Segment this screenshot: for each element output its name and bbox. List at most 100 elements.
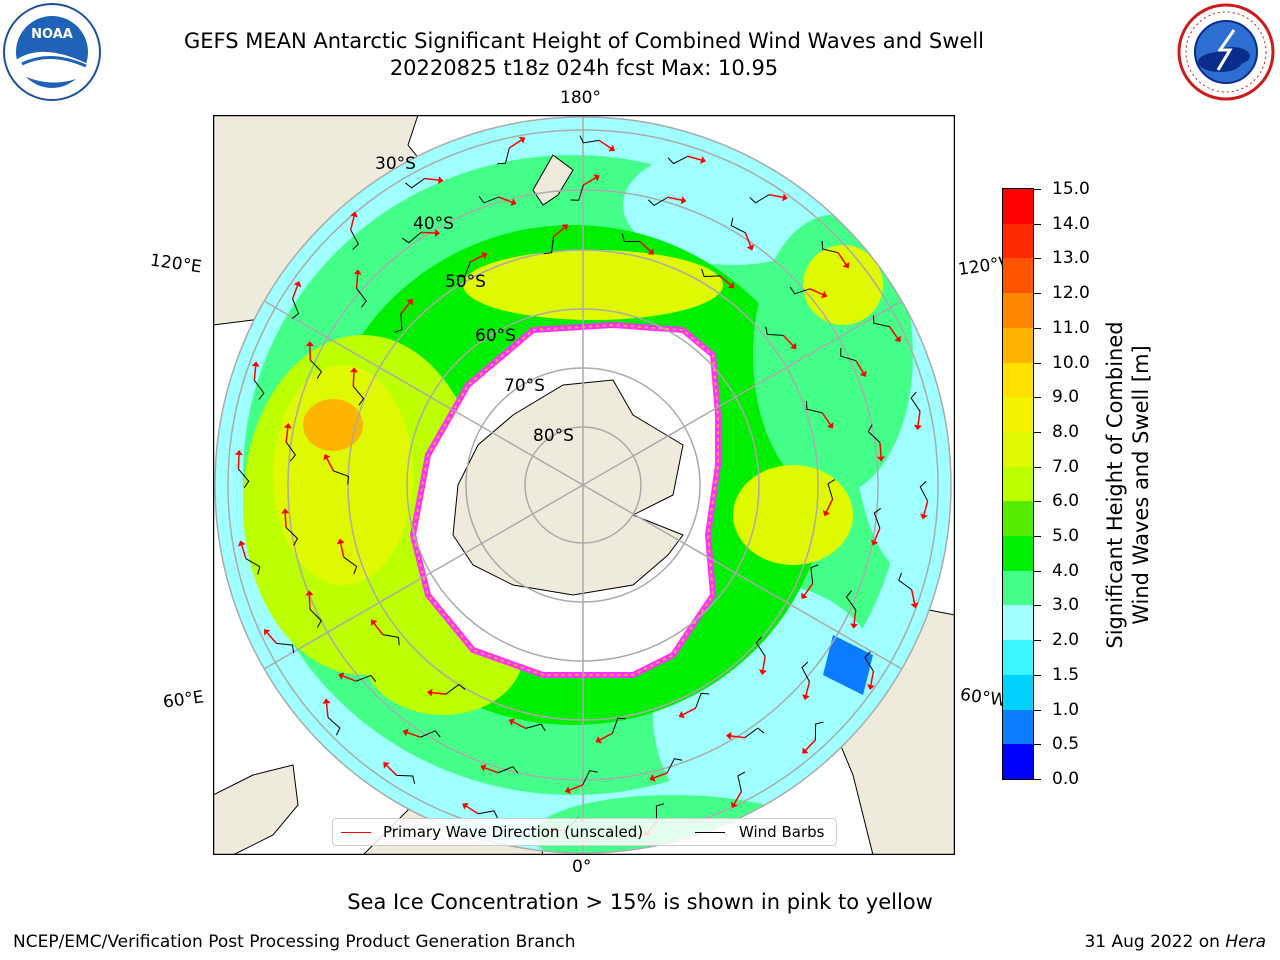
wave-direction-arrowhead <box>518 136 526 144</box>
wave-direction-arrow <box>373 623 384 636</box>
colorbar-segment <box>1003 674 1033 710</box>
wind-barb <box>667 155 688 165</box>
wind-barb <box>806 401 823 414</box>
wind-barb <box>420 730 441 738</box>
wave-direction-arrow <box>803 583 814 596</box>
wind-barb <box>749 194 770 204</box>
wind-barb <box>543 236 555 255</box>
wave-direction-arrowhead <box>728 281 735 289</box>
wave-direction-arrow <box>719 275 732 286</box>
colorbar-segment <box>1003 605 1033 641</box>
wave-direction-arrowhead <box>870 539 879 546</box>
colorbar-tick-mark <box>1034 536 1041 538</box>
wave-direction-arrowhead <box>746 244 755 251</box>
wave-direction-arrowhead <box>678 710 685 719</box>
wave-direction-arrowhead <box>920 513 928 520</box>
colorbar <box>1002 188 1034 780</box>
wind-barb <box>333 470 349 485</box>
wind-barb <box>285 526 299 546</box>
lat-label-80: 80°S <box>533 426 574 446</box>
wave-direction-arrow <box>809 288 824 296</box>
wind-barb <box>401 232 422 244</box>
wave-direction-arrowhead <box>790 342 797 350</box>
wave-direction-arrowhead <box>561 224 569 231</box>
wave-direction-arrow <box>355 274 359 289</box>
nws-logo <box>1177 3 1275 101</box>
colorbar-segment <box>1003 709 1033 745</box>
wave-direction-arrowhead <box>649 774 656 782</box>
colorbar-tick-mark <box>1034 223 1041 225</box>
wave-direction-arrow <box>805 739 816 751</box>
colorbar-tick-label: 3.0 <box>1052 595 1080 616</box>
wave-direction-arrow <box>682 707 696 716</box>
colorbar-tick-mark <box>1034 397 1041 399</box>
wind-barb <box>666 758 683 774</box>
wind-barb <box>919 481 929 502</box>
wave-direction-arrow <box>733 791 743 805</box>
wind-barb <box>910 391 921 412</box>
lon-label-0: 0° <box>572 857 592 877</box>
lon-label-60e: 60°E <box>161 687 206 713</box>
wind-barb <box>701 268 721 277</box>
footer-machine: Hera <box>1225 932 1266 952</box>
wave-direction-arrowhead <box>700 156 707 164</box>
wave-direction-legend-line <box>341 832 371 833</box>
colorbar-tick-label: 9.0 <box>1052 387 1080 408</box>
wave-direction-arrow <box>484 767 499 774</box>
colorbar-segment <box>1003 397 1033 432</box>
wave-direction-arrow <box>639 241 651 252</box>
wave-direction-arrow <box>599 732 613 741</box>
wave-direction-arrowhead <box>336 538 345 545</box>
wave-direction-arrowhead <box>371 619 378 626</box>
wave-direction-arrow <box>400 302 411 315</box>
colorbar-tick-label: 8.0 <box>1052 421 1080 442</box>
wind-barb <box>827 479 836 500</box>
wave-direction-arrowhead <box>894 335 901 343</box>
colorbar-segment <box>1003 362 1033 398</box>
wave-direction-arrow <box>326 458 335 472</box>
colorbar-tick-label: 14.0 <box>1052 213 1090 234</box>
wind-barb <box>356 287 367 308</box>
wind-barb <box>789 286 811 295</box>
wind-barb <box>478 810 498 819</box>
colorbar-tick-label: 11.0 <box>1052 317 1090 338</box>
colorbar-tick-mark <box>1034 779 1041 780</box>
wind-barb <box>285 441 296 462</box>
wave-direction-arrow <box>424 177 439 181</box>
colorbar-segment <box>1003 536 1033 571</box>
wave-direction-arrowhead <box>510 198 517 206</box>
colorbar-segment <box>1003 570 1033 606</box>
colorbar-tick-label: 7.0 <box>1052 456 1080 477</box>
wave-direction-arrow <box>553 227 565 238</box>
colorbar-tick-mark <box>1034 674 1041 676</box>
wave-direction-arrowhead <box>608 144 615 152</box>
lat-label-50: 50°S <box>445 272 486 292</box>
wave-direction-arrowhead <box>237 540 246 547</box>
wave-direction-arrow <box>308 595 311 610</box>
wind-barb <box>582 770 598 786</box>
wind-barb <box>730 217 746 234</box>
wind-barb <box>801 661 810 682</box>
colorbar-tick-mark <box>1034 466 1041 468</box>
graticule <box>227 117 939 853</box>
wave-direction-arrow <box>870 671 875 686</box>
colorbar-segment <box>1003 744 1033 779</box>
wave-direction-arrow <box>598 139 612 149</box>
colorbar-tick-label: 1.0 <box>1052 699 1080 720</box>
wave-direction-arrowhead <box>323 454 331 461</box>
wind-barb <box>327 716 341 736</box>
wave-direction-arrowhead <box>564 786 572 794</box>
wave-direction-arrowhead <box>305 341 314 347</box>
chart-subtitle: 20220825 t18z 024h fcst Max: 10.95 <box>389 56 779 80</box>
wave-direction-arrow <box>407 731 421 738</box>
wave-direction-arrowhead <box>859 370 867 377</box>
wave-direction-arrow <box>340 543 345 558</box>
wave-direction-arrow <box>508 139 522 149</box>
sea-ice-caption: Sea Ice Concentration > 15% is shown in … <box>347 890 933 914</box>
wind-barb <box>872 315 890 328</box>
colorbar-tick-label: 10.0 <box>1052 352 1090 373</box>
wave-direction-arrowhead <box>263 629 271 636</box>
colorbar-tick-label: 12.0 <box>1052 283 1090 304</box>
colorbar-tick-label: 6.0 <box>1052 491 1080 512</box>
colorbar-tick-mark <box>1034 501 1041 503</box>
